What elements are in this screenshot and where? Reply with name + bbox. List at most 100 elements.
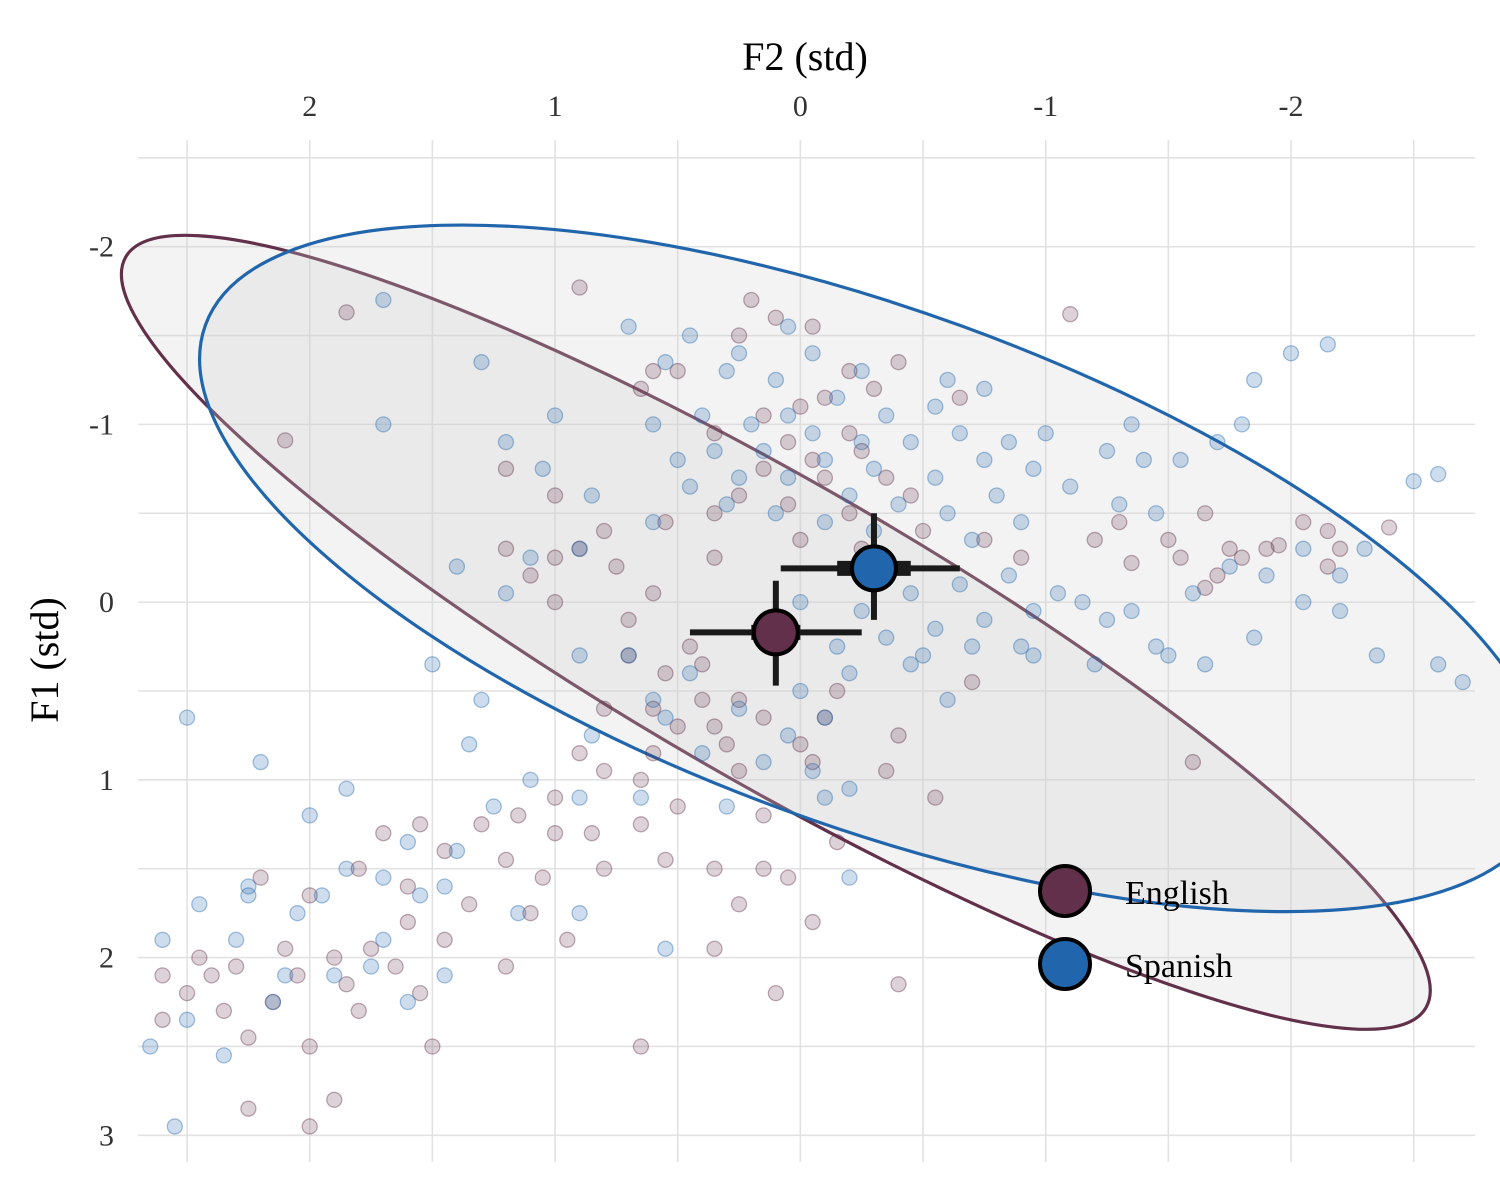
point-spanish [841, 869, 858, 886]
point-english [816, 389, 834, 406]
point-spanish [399, 833, 417, 851]
point-english [976, 531, 993, 549]
point-spanish [1209, 434, 1226, 451]
point-english [902, 487, 919, 504]
point-spanish [313, 887, 331, 904]
point-spanish [375, 416, 392, 433]
point-english [583, 825, 600, 842]
point-spanish [1221, 558, 1238, 575]
point-spanish [154, 931, 171, 948]
point-spanish [694, 407, 711, 424]
point-spanish [583, 727, 600, 744]
point-english [154, 1011, 171, 1028]
y-tick-label: -1 [89, 408, 114, 441]
point-spanish [988, 487, 1005, 504]
point-spanish [902, 585, 919, 602]
point-spanish [1246, 371, 1263, 389]
point-english [497, 958, 515, 975]
point-english [804, 318, 821, 335]
point-spanish [902, 434, 919, 451]
point-english [706, 425, 723, 442]
point-english [1086, 531, 1103, 549]
point-english [706, 940, 723, 957]
point-spanish [645, 416, 662, 433]
point-spanish [1111, 496, 1128, 513]
point-english [829, 833, 846, 851]
point-spanish [755, 442, 772, 460]
point-spanish [657, 940, 674, 957]
point-spanish [620, 647, 637, 664]
point-spanish [1123, 602, 1140, 620]
point-english [252, 869, 269, 886]
point-spanish [951, 576, 968, 593]
point-spanish [669, 451, 686, 469]
point-spanish [1295, 540, 1312, 557]
point-english [632, 771, 650, 789]
point-spanish [1086, 656, 1103, 673]
y-tick-label: 1 [99, 764, 114, 797]
point-english [546, 549, 564, 566]
point-english [497, 460, 515, 477]
y-tick-label: 3 [99, 1119, 114, 1152]
point-spanish [1233, 416, 1251, 433]
point-spanish [951, 425, 968, 442]
point-english [779, 434, 797, 451]
point-spanish [448, 558, 466, 575]
point-spanish [227, 931, 245, 948]
point-spanish [1319, 336, 1336, 353]
legend-label-spanish: Spanish [1125, 948, 1233, 985]
point-english [657, 665, 674, 682]
point-english [706, 860, 723, 877]
point-spanish [694, 745, 711, 762]
point-english [375, 825, 392, 842]
point-spanish [534, 460, 551, 477]
point-english [755, 709, 772, 726]
point-spanish [1172, 451, 1189, 469]
point-spanish [277, 967, 294, 984]
point-english [362, 940, 380, 957]
point-english [301, 1118, 318, 1135]
point-english [399, 913, 417, 931]
point-english [1233, 549, 1251, 566]
point-english [865, 380, 883, 397]
point-spanish [816, 451, 834, 469]
point-english [669, 362, 686, 380]
point-english [681, 638, 699, 655]
point-spanish [522, 549, 539, 566]
point-english [755, 407, 772, 424]
point-english [277, 432, 294, 449]
point-spanish [829, 638, 846, 655]
point-english [841, 505, 858, 522]
point-spanish [1430, 656, 1447, 673]
point-english [706, 549, 723, 566]
point-spanish [681, 478, 699, 495]
point-spanish [1000, 434, 1018, 451]
point-english [350, 860, 367, 877]
point-english [559, 931, 576, 948]
point-english [730, 691, 748, 709]
point-spanish [841, 487, 858, 504]
point-english [215, 1002, 233, 1020]
point-english [632, 380, 650, 397]
point-spanish [620, 318, 637, 335]
point-spanish [743, 416, 760, 433]
y-axis-title: F1 (std) [22, 597, 67, 723]
point-english [645, 585, 662, 602]
point-spanish [730, 700, 748, 717]
mean-point-english [751, 608, 800, 657]
point-english [1380, 519, 1398, 536]
point-spanish [571, 789, 588, 806]
point-spanish [436, 878, 453, 895]
point-english [792, 531, 809, 549]
point-spanish [571, 540, 588, 557]
point-spanish [755, 753, 772, 771]
point-english [767, 984, 784, 1002]
point-spanish [816, 513, 834, 531]
point-english [1062, 306, 1079, 323]
point-spanish [1062, 478, 1079, 495]
point-spanish [1430, 465, 1447, 483]
point-spanish [706, 442, 723, 460]
point-spanish [645, 691, 662, 709]
point-english [154, 967, 171, 984]
point-spanish [718, 496, 735, 513]
